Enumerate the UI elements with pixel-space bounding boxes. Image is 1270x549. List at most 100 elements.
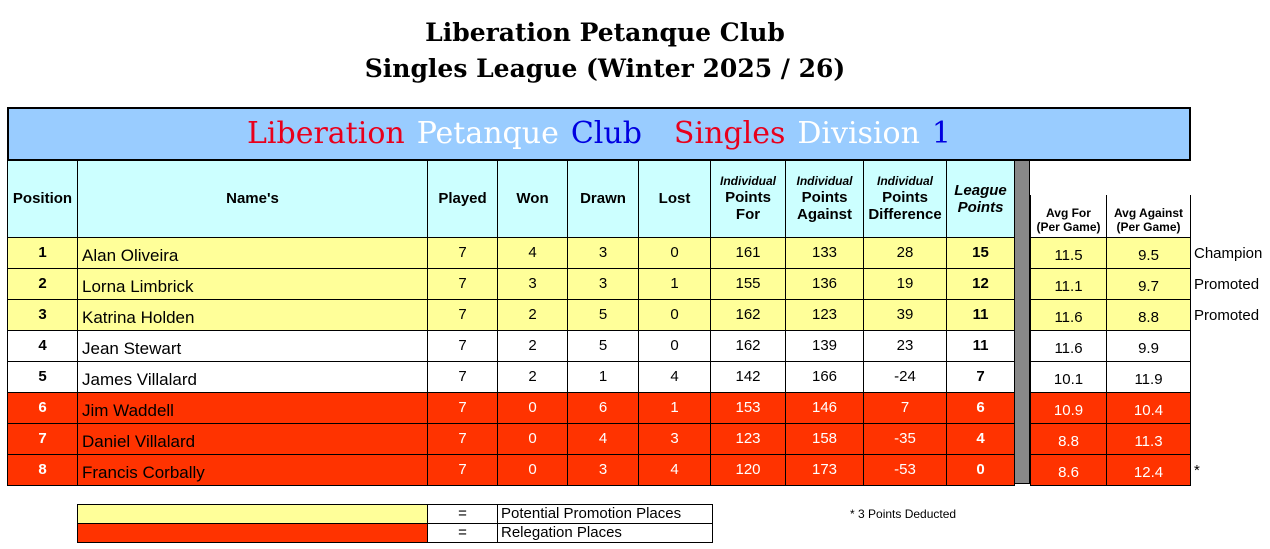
table-cell: 0 [497, 423, 568, 455]
column-header: Drawn [567, 160, 639, 238]
table-cell: 3 [567, 268, 639, 300]
table-cell: 11.5 [1030, 237, 1107, 269]
header-line: Avg Against [1113, 206, 1184, 221]
table-cell: 7 [427, 423, 498, 455]
table-cell: 10.4 [1106, 392, 1191, 424]
column-header: Position [7, 160, 78, 238]
table-cell: 162 [710, 330, 786, 362]
table-cell: 7 [427, 454, 498, 486]
table-cell: 2 [7, 268, 78, 300]
table-cell: 11.9 [1106, 361, 1191, 393]
player-name: Francis Corbally [77, 454, 428, 486]
table-cell: 162 [710, 299, 786, 331]
column-header: Individual Points Against [785, 160, 864, 238]
table-cell: 7 [427, 392, 498, 424]
table-cell: 3 [638, 423, 711, 455]
table-cell: 1 [638, 268, 711, 300]
table-cell: 4 [946, 423, 1015, 455]
table-cell: 12.4 [1106, 454, 1191, 486]
table-cell: 5 [567, 330, 639, 362]
header-line: Individual [876, 173, 933, 188]
header-line: League [954, 181, 1007, 199]
table-cell: 139 [785, 330, 864, 362]
table-cell: 4 [567, 423, 639, 455]
column-header: Avg Against (Per Game) [1106, 195, 1191, 238]
table-cell: 1 [7, 237, 78, 269]
column-header: Name's [77, 160, 428, 238]
table-cell: 2 [497, 361, 568, 393]
table-cell: 7 [863, 392, 947, 424]
header-line: Points [801, 188, 848, 206]
table-cell: 155 [710, 268, 786, 300]
table-cell: 9.9 [1106, 330, 1191, 362]
table-cell: 7 [7, 423, 78, 455]
table-cell: 15 [946, 237, 1015, 269]
row-note: Promoted [1194, 276, 1260, 293]
column-header: Individual Points For [710, 160, 786, 238]
header-line: Individual [796, 173, 853, 188]
table-cell: 11.1 [1030, 268, 1107, 300]
player-name: Jim Waddell [77, 392, 428, 424]
banner-word: Singles [673, 115, 786, 151]
table-cell: 10.1 [1030, 361, 1107, 393]
table-cell: 0 [497, 454, 568, 486]
table-cell: 28 [863, 237, 947, 269]
table-cell: -53 [863, 454, 947, 486]
header-line: Played [438, 190, 487, 208]
table-cell: 4 [7, 330, 78, 362]
table-cell: 7 [427, 361, 498, 393]
table-cell: 9.5 [1106, 237, 1191, 269]
player-name: Alan Oliveira [77, 237, 428, 269]
legend-text: Potential Promotion Places [497, 504, 713, 524]
table-cell: 166 [785, 361, 864, 393]
column-header: League Points [946, 160, 1015, 238]
table-cell: 6 [7, 392, 78, 424]
table-cell: 11.6 [1030, 299, 1107, 331]
column-header: Avg For (Per Game) [1030, 195, 1107, 238]
row-note: Champion [1194, 245, 1263, 262]
legend-text: Relegation Places [497, 523, 713, 543]
header-line: (Per Game) [1116, 220, 1181, 235]
banner-word: Division [797, 115, 920, 151]
player-name: Katrina Holden [77, 299, 428, 331]
header-line: Points [957, 199, 1004, 216]
table-cell: 146 [785, 392, 864, 424]
table-cell: 2 [497, 299, 568, 331]
table-cell: 3 [567, 454, 639, 486]
table-cell: 133 [785, 237, 864, 269]
table-cell: 153 [710, 392, 786, 424]
table-cell: 2 [497, 330, 568, 362]
table-cell: 23 [863, 330, 947, 362]
header-line: Points [882, 188, 928, 206]
table-cell: 120 [710, 454, 786, 486]
row-note: * [1194, 462, 1200, 479]
column-header: Won [497, 160, 568, 238]
column-header: Individual Points Difference [863, 160, 947, 238]
column-header: Played [427, 160, 498, 238]
table-cell: 8.6 [1030, 454, 1107, 486]
banner: Liberation Petanque Club Singles Division 1 [7, 107, 1191, 161]
table-cell: 142 [710, 361, 786, 393]
row-note: Promoted [1194, 307, 1260, 324]
legend-symbol: = [427, 523, 498, 543]
table-cell: 123 [710, 423, 786, 455]
table-cell: 7 [427, 237, 498, 269]
table-cell: 3 [497, 268, 568, 300]
table-cell: 7 [946, 361, 1015, 393]
table-cell: 158 [785, 423, 864, 455]
table-cell: 8.8 [1030, 423, 1107, 455]
legend-symbol: = [427, 504, 498, 524]
header-line: Difference [868, 205, 942, 223]
legend-swatch [77, 523, 428, 543]
table-cell: 19 [863, 268, 947, 300]
table-cell: 9.7 [1106, 268, 1191, 300]
header-line: Won [516, 190, 549, 208]
table-cell: 0 [946, 454, 1015, 486]
header-line: Lost [658, 190, 691, 208]
banner-word: Club [570, 115, 642, 151]
banner-word: Petanque [416, 115, 559, 151]
table-cell: 11.6 [1030, 330, 1107, 362]
table-cell: 4 [497, 237, 568, 269]
table-cell: 39 [863, 299, 947, 331]
